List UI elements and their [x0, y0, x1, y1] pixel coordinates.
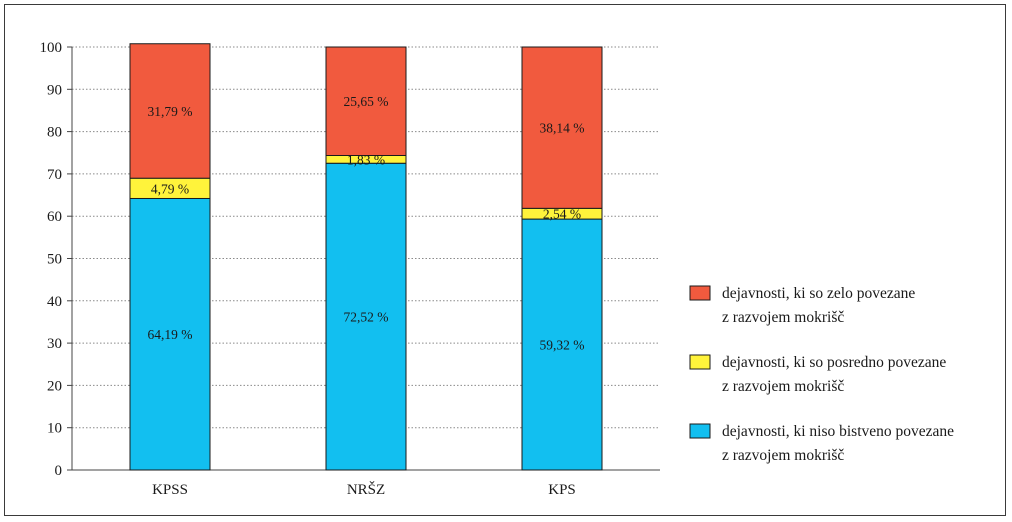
bar-value-label: 31,79 % [148, 104, 193, 119]
y-tick-label: 90 [47, 82, 62, 98]
bar-segment [129, 197, 211, 471]
legend: dejavnosti, ki so zelo povezane z razvoje… [689, 285, 954, 464]
bars [129, 43, 603, 471]
legend-label: dejavnosti, ki so zelo povezane [722, 285, 915, 302]
y-tick-label: 40 [47, 294, 62, 310]
bar-segment [521, 218, 603, 471]
bar-value-label: 4,79 % [151, 181, 189, 196]
bar-value-label: 59,32 % [540, 338, 585, 353]
bar-value-label: 64,19 % [148, 327, 193, 342]
bar-segment [521, 46, 603, 209]
bar-value-label: 2,54 % [543, 207, 581, 222]
bar-value-label: 1,83 % [347, 152, 385, 167]
legend-label: dejavnosti, ki so posredno povezane [722, 354, 946, 371]
bar-value-label: 38,14 % [540, 121, 585, 136]
legend-label: z razvojem mokrišč [722, 447, 844, 464]
x-tick-label: NRŠZ [347, 481, 385, 498]
y-tick-label: 60 [47, 209, 62, 225]
x-tick-label: KPSS [152, 482, 188, 498]
y-tick-label: 0 [55, 463, 63, 479]
y-tick-label: 80 [47, 125, 62, 141]
bar-value-label: 72,52 % [344, 310, 389, 325]
legend-swatch [689, 285, 711, 301]
bar-value-label: 25,65 % [344, 94, 389, 109]
y-tick-label: 70 [47, 167, 62, 183]
legend-swatch [689, 354, 711, 370]
legend-label: z razvojem mokrišč [722, 378, 844, 395]
y-tick-label: 100 [40, 40, 63, 56]
legend-label: z razvojem mokrišč [722, 309, 844, 326]
axes: 0 10 20 30 40 50 60 70 80 90 100 KPSS NRŠZ KPS [40, 40, 660, 498]
bar-segment [129, 43, 211, 179]
bar-segment [325, 46, 407, 156]
x-tick-label: KPS [548, 482, 576, 498]
y-tick-label: 50 [47, 252, 62, 268]
y-tick-label: 10 [47, 421, 62, 437]
y-tick-label: 20 [47, 378, 62, 394]
bar-segment [325, 162, 407, 471]
data-labels: 64,19 % 4,79 % 31,79 % 72,52 % 1,83 % 25,65 %… [148, 94, 585, 352]
legend-swatch [689, 423, 711, 439]
y-tick-label: 30 [47, 336, 62, 352]
legend-label: dejavnosti, ki niso bistveno povezane [722, 423, 954, 440]
